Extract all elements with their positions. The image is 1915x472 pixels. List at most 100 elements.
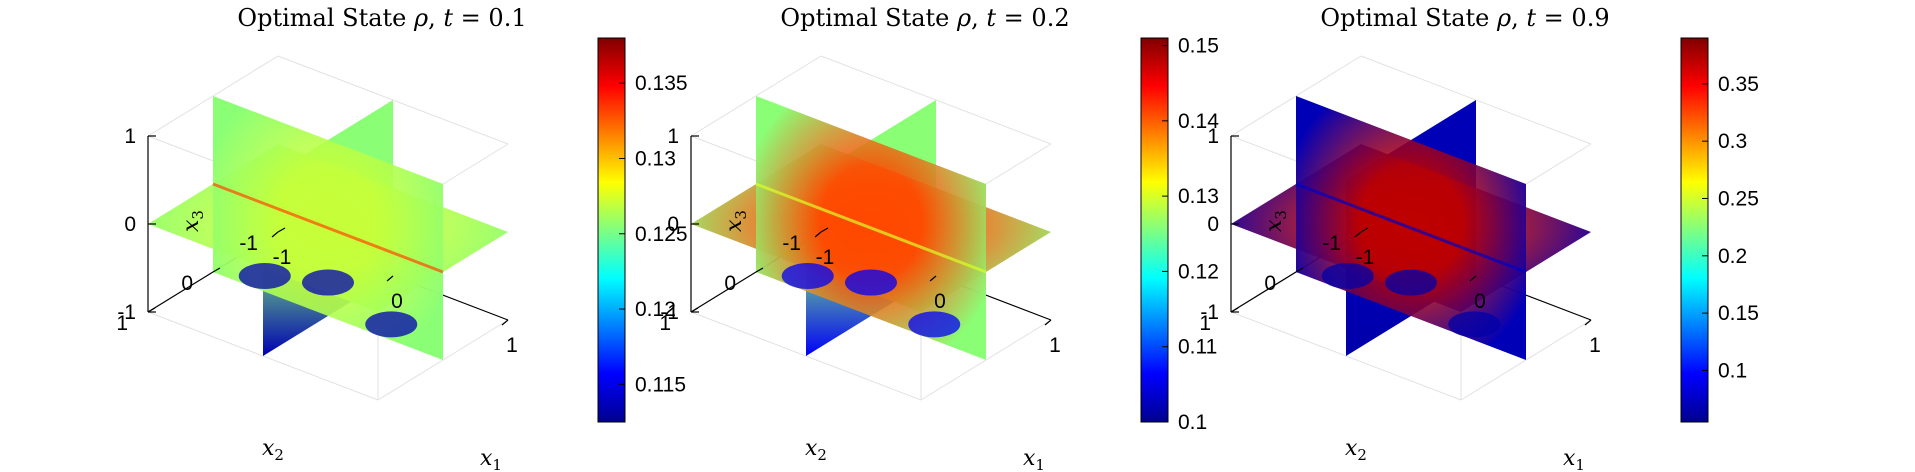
panel-3-x2-label: x2: [1345, 436, 1367, 464]
y-tick-mark: [1360, 227, 1369, 233]
colorbar-tick-label: 0.135: [635, 72, 688, 95]
colorbar-tick-label: 0.25: [1718, 187, 1759, 210]
low-value-lobe: [238, 262, 291, 289]
colorbar-tick-label: 0.3: [1718, 130, 1747, 153]
panel-2: Optimal State ρ, t = 0.2 -101-101-101 x1…: [659, 4, 1219, 472]
colorbar-tick-label: 0.13: [1178, 185, 1219, 208]
x-tick-label: 0: [391, 290, 403, 313]
low-value-lobe: [908, 311, 961, 338]
y-tick-mark: [277, 227, 286, 233]
y-tick-mark: [1230, 307, 1239, 313]
x-tick-mark: [501, 319, 509, 326]
colorbar-tick-label: 0.11: [1178, 336, 1217, 359]
slice-intersection-line: [1295, 182, 1527, 274]
y-tick-label: -1: [239, 232, 258, 255]
y-tick-mark: [1295, 267, 1304, 273]
x-tick-label: 1: [506, 334, 518, 357]
panel-3-x1-label: x1: [1563, 446, 1585, 472]
panel-2-x2-label: x2: [805, 436, 827, 464]
y-tick-label: 0: [181, 272, 193, 295]
z-tick-label: 0: [667, 213, 679, 236]
panel-2-slices: [691, 96, 1051, 360]
colorbar-gradient: [1140, 37, 1169, 423]
panel-3-colorbar: 0.1 0.15 0.2 0.25 0.3 0.35: [1680, 37, 1759, 423]
low-value-lobe: [781, 262, 834, 289]
z-tick-label: -1: [117, 301, 136, 324]
z-tick-label: 1: [667, 125, 679, 148]
z-tick-label: 0: [1207, 213, 1219, 236]
x-tick-mark: [1584, 319, 1592, 326]
panel-1: Optimal State ρ, t = 0.1 -101-101-101 x1…: [116, 4, 687, 472]
colorbar-tick-label: 0.35: [1718, 73, 1759, 96]
colorbar-tick-label: 0.13: [635, 147, 676, 170]
x-tick-mark: [929, 275, 937, 282]
colorbar-tick-label: 0.1: [1718, 359, 1747, 382]
colorbar-gradient: [597, 37, 626, 423]
x-tick-label: -1: [273, 246, 292, 269]
x-tick-label: -1: [1356, 246, 1375, 269]
colorbar-tick-label: 0.1: [1178, 411, 1207, 434]
slice-intersection-line: [755, 182, 987, 274]
colorbar-tick-label: 0.125: [635, 223, 688, 246]
panel-3-ticks: -101-101-101: [1199, 125, 1601, 357]
panel-1-x1-label: x1: [480, 446, 502, 472]
y-tick-label: 1: [1199, 312, 1211, 335]
z-tick-label: -1: [1200, 301, 1219, 324]
x-tick-label: 0: [934, 290, 946, 313]
y-tick-label: -1: [782, 232, 801, 255]
y-tick-mark: [147, 307, 156, 313]
z-tick-label: 0: [124, 213, 136, 236]
z-tick-label: 1: [124, 125, 136, 148]
colorbar-gradient: [1680, 37, 1709, 423]
panel-3: Optimal State ρ, t = 0.9 -101-101-101 x1…: [1199, 4, 1759, 472]
panel-3-title: Optimal State ρ, t = 0.9: [1320, 4, 1609, 32]
x-tick-mark: [1044, 319, 1052, 326]
x-tick-label: 1: [1589, 334, 1601, 357]
colorbar-tick-label: 0.12: [1178, 260, 1219, 283]
panel-3-slices: [1231, 96, 1591, 360]
low-value-lobe: [302, 269, 354, 296]
low-value-lobe: [1448, 311, 1501, 338]
x-tick-mark: [1354, 231, 1362, 238]
panel-1-title: Optimal State ρ, t = 0.1: [237, 4, 526, 32]
x-tick-mark: [814, 231, 822, 238]
panel-1-slices: [148, 96, 508, 360]
panel-3-x3-label: x3: [1262, 210, 1290, 232]
y-tick-mark: [820, 227, 829, 233]
z-tick-label: 1: [1207, 125, 1219, 148]
colorbar-tick-label: 0.15: [1178, 35, 1219, 58]
y-tick-mark: [212, 267, 221, 273]
panel-2-ticks: -101-101-101: [659, 125, 1061, 357]
y-tick-mark: [755, 267, 764, 273]
panel-2-x3-label: x3: [722, 210, 750, 232]
y-tick-mark: [690, 307, 699, 313]
colorbar-tick-label: 0.12: [635, 298, 676, 321]
x-tick-label: 0: [1474, 290, 1486, 313]
y-tick-label: -1: [1322, 232, 1341, 255]
x-tick-mark: [386, 275, 394, 282]
panel-1-ticks: -101-101-101: [116, 125, 518, 357]
panel-1-colorbar: 0.115 0.12 0.125 0.13 0.135: [597, 37, 688, 423]
slice-intersection-line: [212, 182, 444, 274]
panel-2-x1-label: x1: [1023, 446, 1045, 472]
x-tick-label: -1: [816, 246, 835, 269]
x-tick-label: 1: [1049, 334, 1061, 357]
z-tick-label: -1: [660, 301, 679, 324]
y-tick-label: 0: [1264, 272, 1276, 295]
low-value-lobe: [1385, 269, 1437, 296]
y-tick-label: 1: [659, 312, 671, 335]
y-tick-label: 0: [724, 272, 736, 295]
low-value-lobe: [845, 269, 897, 296]
panel-1-x3-label: x3: [179, 210, 207, 232]
panel-2-title: Optimal State ρ, t = 0.2: [780, 4, 1069, 32]
panel-2-colorbar: 0.1 0.11 0.12 0.13 0.14 0.15: [1140, 35, 1219, 434]
low-value-lobe: [365, 311, 418, 338]
x-tick-mark: [1469, 275, 1477, 282]
colorbar-tick-label: 0.15: [1718, 302, 1759, 325]
panel-1-x2-label: x2: [262, 436, 284, 464]
low-value-lobe: [1321, 262, 1374, 289]
colorbar-tick-label: 0.14: [1178, 110, 1219, 133]
y-tick-label: 1: [116, 312, 128, 335]
x-tick-mark: [271, 231, 279, 238]
